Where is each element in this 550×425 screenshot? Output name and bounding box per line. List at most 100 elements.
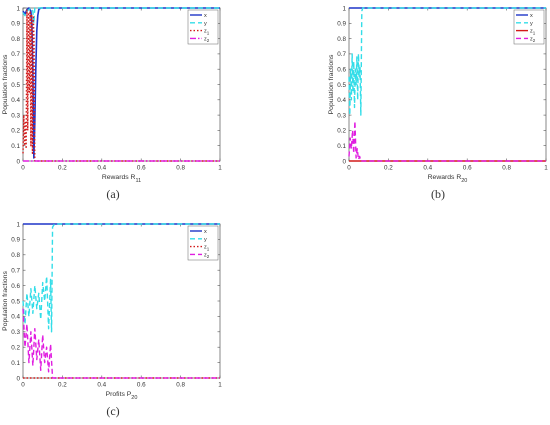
x-tick-label: 0.6 — [137, 382, 146, 389]
legend-entry: y — [204, 21, 207, 27]
y-tick-label: 0.4 — [337, 97, 346, 104]
x-axis-label-subscript: 11 — [135, 178, 141, 184]
x-tick-label: 0 — [347, 165, 351, 172]
x-tick-label: 0.8 — [176, 382, 185, 389]
x-tick-label: 0.4 — [423, 165, 432, 172]
series-line-y — [22, 7, 220, 24]
x-tick-label: 0.4 — [97, 382, 106, 389]
x-axis-label-main: Rewards R — [428, 174, 462, 181]
legend-entry: y — [204, 237, 207, 243]
legend-entry-name: y — [530, 21, 533, 27]
legend-entry: z1 — [530, 29, 536, 36]
legend-entry-subscript: 1 — [207, 246, 210, 251]
legend-entry-subscript: 1 — [207, 30, 210, 35]
legend-entry: x — [204, 13, 207, 19]
y-tick-label: 0.3 — [337, 112, 346, 119]
y-tick-label: 1 — [342, 5, 346, 12]
x-tick-label: 0 — [21, 382, 25, 389]
legend-entry-name: x — [204, 13, 207, 19]
y-tick-label: 0.7 — [11, 268, 20, 275]
y-tick-label: 0.1 — [337, 143, 346, 150]
x-tick-label: 0 — [21, 165, 25, 172]
legend-entry: x — [530, 13, 533, 19]
y-tick-label: 0.9 — [337, 21, 346, 28]
y-tick-label: 0.5 — [337, 82, 346, 89]
y-tick-label: 0.9 — [11, 237, 20, 244]
y-axis-label: Population fractions — [328, 54, 335, 114]
chart-panel-1: 0 0.1 0.2 0.3 0.4 0.5 0.6 0.7 0.8 0.9 1 0 0.2 0.4 0.6 0… — [328, 5, 548, 201]
legend-entry: z2 — [530, 36, 536, 43]
legend-entry-name: z — [530, 36, 533, 42]
y-tick-label: 0.8 — [11, 252, 20, 259]
x-axis-label-main: Profits P — [106, 391, 132, 398]
legend-entry-name: y — [204, 237, 207, 243]
legend-entry: z2 — [204, 252, 210, 259]
legend-entry-subscript: 2 — [533, 38, 536, 43]
y-tick-label: 1 — [16, 221, 20, 228]
x-tick-label: 0.8 — [176, 165, 185, 172]
legend-entry: z1 — [204, 29, 210, 36]
y-tick-label: 0.3 — [11, 329, 20, 336]
y-tick-label: 0 — [16, 158, 20, 165]
series-line-z2 — [348, 120, 546, 162]
x-axis-label: Rewards R20 — [428, 174, 468, 184]
y-axis-label: Population fractions — [2, 271, 9, 331]
legend-entry-name: x — [530, 13, 533, 19]
x-tick-label: 1 — [544, 165, 548, 172]
y-tick-label: 0 — [16, 375, 20, 382]
series-line-z2 — [22, 308, 220, 379]
chart-panel-2: 0 0.1 0.2 0.3 0.4 0.5 0.6 0.7 0.8 0.9 1 0 0.2 0.4 0.6 0… — [2, 221, 222, 418]
series-line-z1 — [22, 8, 220, 162]
panel-caption: (a) — [106, 187, 119, 201]
series-line-y — [22, 223, 220, 333]
x-axis-label-main: Rewards R — [102, 174, 136, 181]
x-axis-label-subscript: 20 — [461, 178, 467, 184]
x-axis-label-subscript: 20 — [131, 395, 137, 401]
legend-entry-name: z — [204, 29, 207, 35]
y-tick-label: 0.9 — [11, 21, 20, 28]
x-tick-label: 0.2 — [58, 382, 67, 389]
x-tick-label: 1 — [218, 382, 222, 389]
x-axis-label: Profits P20 — [106, 391, 138, 401]
legend-entry-subscript: 1 — [533, 30, 536, 35]
legend-entry-name: z — [204, 245, 207, 251]
y-tick-label: 0.8 — [11, 36, 20, 43]
y-tick-label: 0.6 — [11, 283, 20, 290]
y-tick-label: 0.2 — [11, 345, 20, 352]
y-tick-label: 0.6 — [337, 67, 346, 74]
x-axis-label: Rewards R11 — [102, 174, 141, 184]
y-tick-label: 0.6 — [11, 67, 20, 74]
legend-entry-name: y — [204, 21, 207, 27]
x-tick-label: 0.4 — [97, 165, 106, 172]
y-tick-label: 0 — [342, 158, 346, 165]
plot-area — [22, 223, 221, 379]
y-tick-label: 0.1 — [11, 360, 20, 367]
y-tick-label: 0.4 — [11, 97, 20, 104]
x-tick-label: 0.6 — [137, 165, 146, 172]
legend-entry: z2 — [204, 36, 210, 43]
x-tick-label: 0.2 — [384, 165, 393, 172]
panel-caption: (b) — [431, 187, 445, 201]
x-tick-label: 0.8 — [502, 165, 511, 172]
y-axis-label: Population fractions — [2, 54, 9, 114]
x-tick-label: 1 — [218, 165, 222, 172]
plot-area — [22, 7, 221, 162]
y-tick-label: 0.5 — [11, 82, 20, 89]
legend-entry: x — [204, 229, 207, 235]
legend-entry-subscript: 2 — [207, 254, 210, 259]
y-tick-label: 0.7 — [11, 51, 20, 58]
y-tick-label: 0.4 — [11, 314, 20, 321]
series-line-y — [348, 7, 546, 116]
y-tick-label: 0.5 — [11, 298, 20, 305]
y-tick-label: 0.2 — [337, 128, 346, 135]
legend-entry: z1 — [204, 245, 210, 252]
panel-caption: (c) — [106, 404, 119, 418]
legend-entry: y — [530, 21, 533, 27]
chart-panel-0: 0 0.1 0.2 0.3 0.4 0.5 0.6 0.7 0.8 0.9 1 0 0.2 0.4 0.6 0… — [2, 5, 222, 201]
legend-entry-name: z — [204, 36, 207, 42]
plot-area — [348, 7, 547, 162]
x-tick-label: 0.6 — [463, 165, 472, 172]
